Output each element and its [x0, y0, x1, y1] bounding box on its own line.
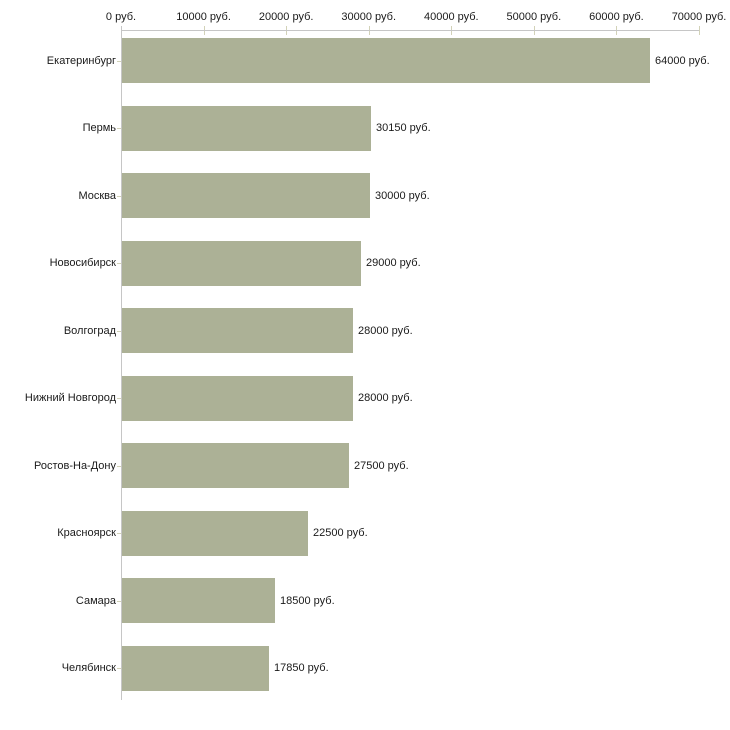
x-axis-tick-label: 30000 руб. — [341, 11, 397, 23]
value-label: 64000 руб. — [655, 55, 710, 67]
x-axis-tick-label: 60000 руб. — [589, 11, 644, 23]
bar-1 — [122, 38, 650, 83]
y-axis-tick-mark — [117, 533, 121, 534]
y-axis-tick-mark — [117, 263, 121, 264]
y-axis-tick-mark — [117, 196, 121, 197]
category-label: Волгоград — [63, 325, 116, 337]
bar-10 — [122, 646, 269, 691]
y-axis-tick-mark — [117, 601, 121, 602]
bar-4 — [122, 241, 361, 286]
category-label: Пермь — [82, 122, 116, 134]
y-axis-line — [121, 30, 122, 700]
bar-8 — [122, 511, 308, 556]
x-axis-line — [121, 30, 699, 31]
x-axis-tick-label: 50000 руб. — [506, 11, 562, 23]
category-label: Новосибирск — [49, 257, 116, 269]
y-axis-tick-mark — [117, 331, 121, 332]
category-label: Челябинск — [61, 662, 116, 674]
value-label: 17850 руб. — [274, 662, 329, 674]
bar-6 — [122, 376, 353, 421]
x-axis-tick-label: 0 руб. — [105, 11, 137, 23]
bar-2 — [122, 106, 371, 151]
bar-7 — [122, 443, 349, 488]
category-label: Екатеринбург — [46, 55, 116, 67]
value-label: 30150 руб. — [376, 122, 431, 134]
value-label: 30000 руб. — [375, 190, 430, 202]
value-label: 22500 руб. — [313, 527, 368, 539]
x-axis-tick-mark — [699, 26, 700, 35]
category-label: Ростов-На-Дону — [33, 460, 116, 472]
x-axis-tick-label: 10000 руб. — [176, 11, 231, 23]
value-label: 28000 руб. — [358, 392, 413, 404]
y-axis-tick-mark — [117, 668, 121, 669]
category-label: Нижний Новгород — [24, 392, 116, 404]
category-label: Москва — [78, 190, 116, 202]
y-axis-tick-mark — [117, 398, 121, 399]
y-axis-tick-mark — [117, 61, 121, 62]
x-axis-tick-label: 20000 руб. — [258, 11, 314, 23]
value-label: 18500 руб. — [280, 595, 335, 607]
value-label: 28000 руб. — [358, 325, 413, 337]
y-axis-tick-mark — [117, 466, 121, 467]
value-label: 29000 руб. — [366, 257, 421, 269]
value-label: 27500 руб. — [354, 460, 409, 472]
x-axis-tick-label: 40000 руб. — [423, 11, 479, 23]
bar-5 — [122, 308, 353, 353]
category-label: Самара — [75, 595, 116, 607]
category-label: Красноярск — [57, 527, 116, 539]
y-axis-tick-mark — [117, 128, 121, 129]
bar-3 — [122, 173, 370, 218]
x-axis-tick-label: 70000 руб. — [671, 11, 727, 23]
bar-9 — [122, 578, 275, 623]
